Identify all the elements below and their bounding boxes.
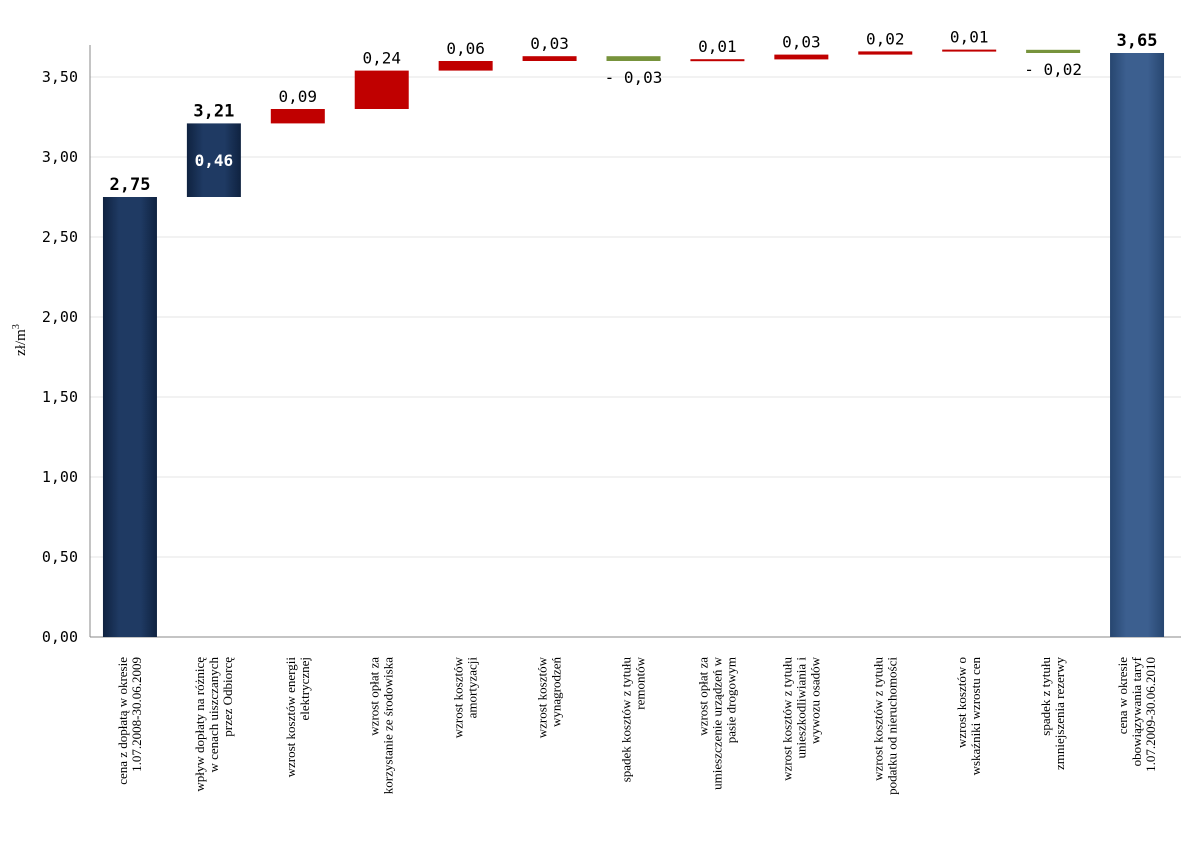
category-label-line: elektrycznej [297, 657, 312, 721]
category-label-line: cena z dopłatą w okresie [115, 657, 130, 785]
category-label-line: zmniejszenia rezerwy [1052, 657, 1067, 770]
category-label-line: przez Odbiorcę [220, 657, 235, 737]
category-label-line: remontów [633, 656, 648, 709]
y-tick-label: 3,50 [42, 68, 78, 86]
y-axis-title: zł/m3 [11, 324, 29, 356]
category-label-line: wynagrodzeń [549, 657, 564, 728]
bar-value-label: - 0,02 [1024, 60, 1082, 79]
bar-total [102, 197, 157, 637]
category-label-line: pasie drogowym [723, 657, 738, 743]
bar-value-label: - 0,03 [605, 68, 663, 87]
category-label-line: cena w okresie [1115, 657, 1130, 734]
bar-increase [690, 59, 745, 62]
category-label-line: podatku od nieruchomości [884, 657, 899, 795]
y-tick-label: 1,00 [42, 468, 78, 486]
data-labels: 2,75 3,21 0,46 0,09 0,24 0,06 0,03 - 0,03 0,01 0,… [109, 28, 1157, 195]
category-label-line: spadek kosztów z tytułu [619, 657, 634, 783]
bar-value-label: 0,02 [866, 29, 905, 48]
category-label-line: obowiązywania taryf [1129, 656, 1144, 766]
bar-value-label: 0,03 [530, 34, 569, 53]
bars [102, 49, 1165, 637]
category-labels: cena z dopłatą w okresie1.07.2008-30.06.… [115, 656, 1158, 795]
category-label-line: umieszczenie urządzeń w [709, 656, 724, 789]
category-label-line: wzrost kosztów [451, 656, 466, 738]
y-tick-label: 0,50 [42, 548, 78, 566]
bar-value-label: 0,09 [279, 87, 318, 106]
category-label-line: wzrost kosztów z tytułu [870, 657, 885, 781]
y-tick-label: 0,00 [42, 628, 78, 646]
category-label-line: wzrost kosztów o [954, 657, 969, 748]
bar-increase [438, 61, 493, 71]
y-tick-label: 3,00 [42, 148, 78, 166]
bar-total [186, 123, 241, 197]
category-label-line: amortyzacji [465, 657, 480, 719]
bar-increase [270, 109, 325, 124]
bar-value-label: 3,21 [193, 101, 234, 121]
category-label-line: w cenach uiszczanych [206, 657, 221, 773]
bar-increase [774, 54, 829, 60]
bar-value-label: 0,01 [950, 28, 989, 47]
category-label-line: wpływ dopłaty na różnicę [192, 657, 207, 792]
y-tick-label: 2,00 [42, 308, 78, 326]
y-tick-labels: 0,00 0,50 1,00 1,50 2,00 2,50 3,00 3,50 [42, 68, 78, 646]
bar-increase [522, 56, 577, 61]
category-label-line: wzrost opłat za [695, 657, 710, 736]
category-label-line: wzrost kosztów z tytułu [779, 657, 794, 781]
category-label-line: unieszkodliwiania i [793, 657, 808, 759]
category-label-line: wzrost kosztów [535, 656, 550, 738]
bar-inside-label: 0,46 [195, 151, 234, 170]
category-label-line: wywozu osadów [807, 656, 822, 744]
bar-increase [354, 70, 409, 109]
bar-value-label: 0,24 [362, 49, 401, 68]
bar-value-label: 0,01 [698, 37, 737, 56]
bar-decrease [1026, 49, 1081, 53]
category-label-line: 1.07.2008-30.06.2009 [129, 657, 144, 772]
bar-value-label: 0,06 [446, 39, 485, 58]
bar-increase [858, 51, 913, 55]
bar-increase [942, 49, 997, 52]
bar-value-label: 2,75 [109, 175, 150, 195]
y-tick-label: 1,50 [42, 388, 78, 406]
bar-decrease [606, 56, 661, 61]
bar-final [1110, 53, 1165, 637]
grid-lines [90, 76, 1181, 558]
y-tick-label: 2,50 [42, 228, 78, 246]
category-label-line: wzrost kosztów energii [283, 657, 298, 778]
category-label-line: 1.07.2009-30.06.2010 [1143, 657, 1158, 772]
axes [89, 45, 1181, 638]
category-label-line: korzystanie ze środowiska [381, 657, 396, 794]
bar-value-label: 3,65 [1117, 31, 1158, 51]
category-label-line: wskaźniki wzrostu cen [968, 657, 983, 776]
bar-value-label: 0,03 [782, 33, 821, 52]
category-label-line: spadek z tytułu [1038, 657, 1053, 736]
category-label-line: wzrost opłat za [367, 657, 382, 736]
